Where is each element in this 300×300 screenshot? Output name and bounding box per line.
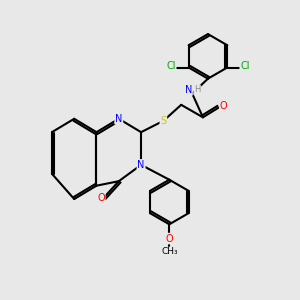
Text: H: H xyxy=(194,85,200,94)
Text: N: N xyxy=(137,160,145,170)
Text: N: N xyxy=(115,114,122,124)
Text: O: O xyxy=(97,193,105,202)
Text: O: O xyxy=(220,101,227,111)
Text: Cl: Cl xyxy=(240,61,250,71)
Text: Cl: Cl xyxy=(166,61,176,71)
Text: S: S xyxy=(160,116,167,126)
Text: N: N xyxy=(185,85,192,95)
Text: CH₃: CH₃ xyxy=(161,248,178,256)
Text: O: O xyxy=(166,234,173,244)
